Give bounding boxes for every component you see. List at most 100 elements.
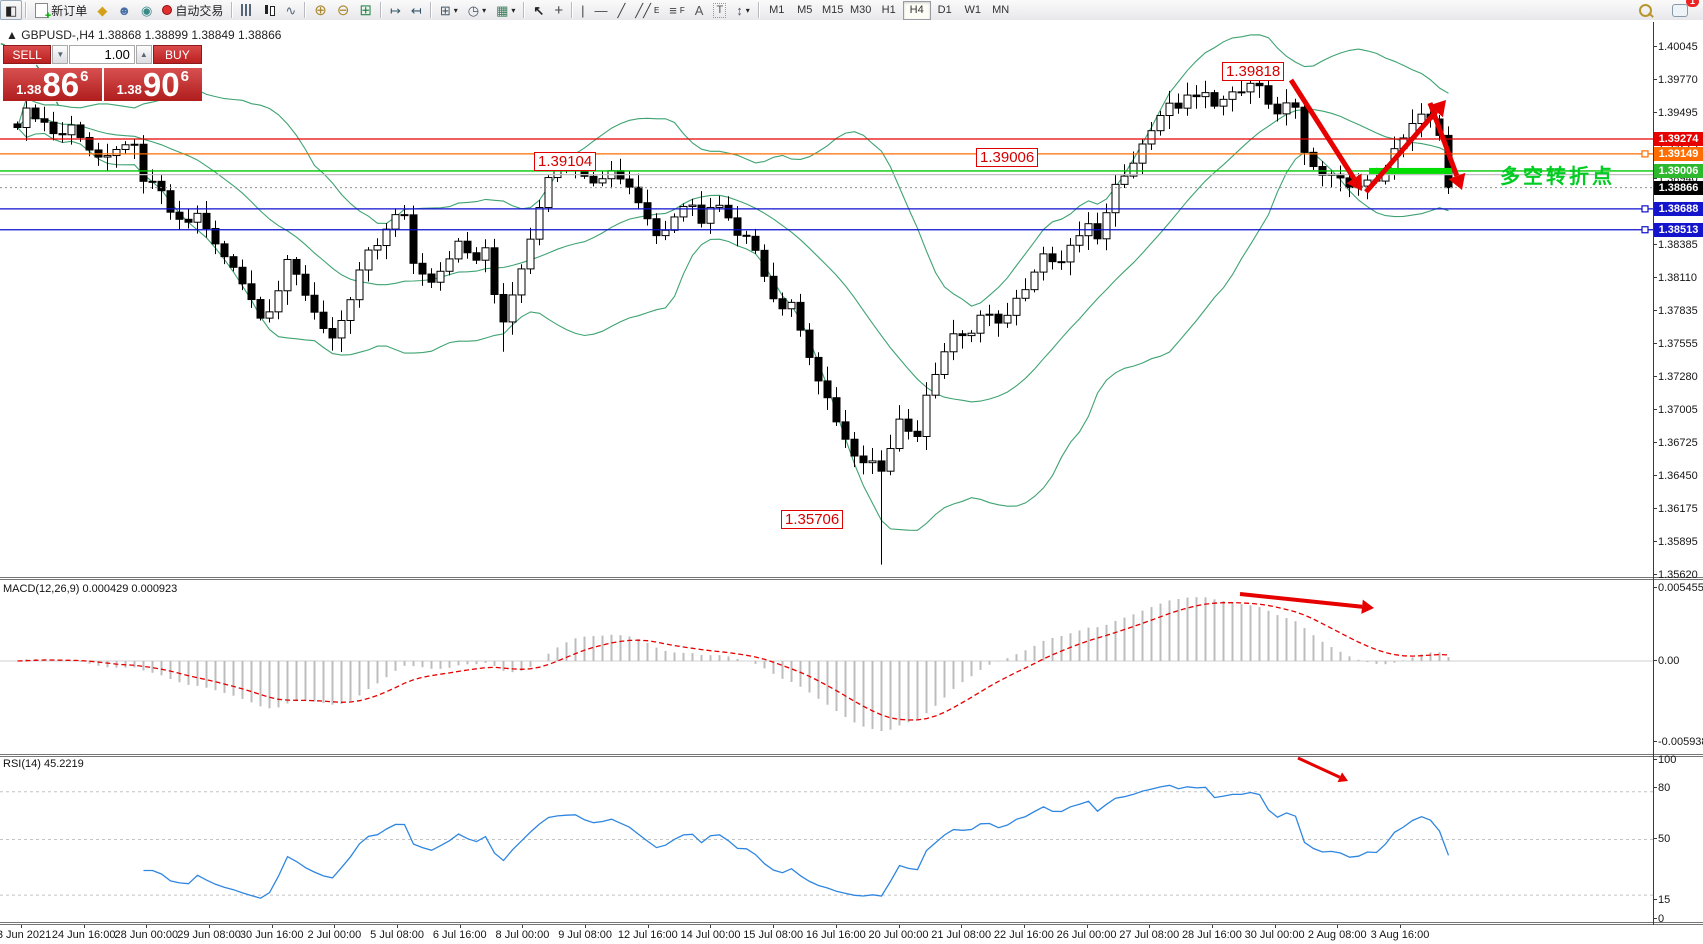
main-chart-pane[interactable] [0,22,1653,578]
crosshair-icon: + [554,1,564,19]
text-icon: A [694,2,704,18]
time-label: 20 Jul 00:00 [868,929,929,941]
text-label-icon: T [713,2,727,18]
pane-divider-main-macd[interactable] [0,577,1703,580]
zoom-in-button[interactable]: ⊕ [309,0,332,20]
volume-increase-button[interactable]: ▲ [135,45,152,64]
new-order-button[interactable]: 新订单 [30,0,92,22]
timeframe-button-m5[interactable]: M5 [797,4,813,16]
buy-price-big: 90 [142,66,180,103]
vertical-line-tool[interactable]: | [576,0,589,20]
macd-label: MACD(12,26,9) 0.000429 0.000923 [3,583,178,595]
price-tick: 1.36175 [1653,502,1698,515]
contacts-button[interactable]: ☻ [112,0,136,20]
timeframe-button-d1[interactable]: D1 [937,4,952,16]
timeframe-button-m15[interactable]: M15 [822,4,844,16]
horizontal-line-tool[interactable]: — [589,0,612,20]
line-chart-icon: ∿ [285,2,297,18]
timeframe-button-w1[interactable]: W1 [964,4,981,16]
clock-icon: ◷ [467,2,480,18]
pane-divider-rsi-timeaxis[interactable] [0,922,1703,925]
time-label: 5 Jul 08:00 [370,929,424,941]
tile-windows-button[interactable]: ⊞ [354,0,377,20]
price-tick: 1.37280 [1653,370,1698,383]
trend-arrow[interactable] [1427,102,1460,177]
price-level-badge: 1.38866 [1654,180,1703,195]
time-tick [898,925,900,928]
timeframe-button-h1[interactable]: H1 [881,4,896,16]
timeframe-button-m30[interactable]: M30 [850,4,872,16]
price-flag[interactable]: 1.35706 [781,510,844,529]
price-level-badge: 1.39149 [1654,146,1703,161]
price-tick: 1.35620 [1653,568,1698,581]
arrows-shapes-icon: ↕ [736,2,743,18]
price-flag[interactable]: 1.39006 [976,148,1039,167]
price-tick: 1.37005 [1653,403,1698,416]
time-label: 15 Jul 08:00 [743,929,804,941]
time-label: 29 Jun 08:00 [177,929,241,941]
price-level-badge: 1.39274 [1654,131,1703,146]
volume-input[interactable]: 1.00 [69,45,135,64]
volume-decrease-button[interactable]: ▼ [52,45,69,64]
rsi-pane[interactable] [0,757,1653,922]
pane-divider-macd-rsi[interactable] [0,754,1703,757]
label-tool[interactable]: T [708,0,731,20]
toolbar-separator [571,2,574,18]
timeframe-button-mn[interactable]: MN [992,4,1010,16]
notifications-button[interactable]: 1 [1667,0,1699,20]
macd-pane[interactable] [0,580,1653,754]
candles [13,72,1453,565]
rsi-axis-tick: 0 [1652,913,1665,925]
dropdown-arrow-icon: ▾ [745,5,750,15]
zoom-out-button[interactable]: ⊖ [332,0,355,20]
shapes-tool[interactable]: ↕ ▾ [731,0,755,20]
collapse-arrow-icon[interactable]: ▲ [6,28,18,42]
candlestick-icon [263,4,276,16]
auto-scroll-icon: ↤ [410,2,422,18]
vertical-line-icon: | [581,2,585,18]
trend-arrow[interactable] [1288,78,1357,180]
time-tick [710,925,712,928]
crosshair-tool-button[interactable]: + [549,0,568,20]
buy-price-panel[interactable]: 1.38 90 6 [103,66,202,103]
auto-trading-button[interactable]: 自动交易 [157,0,228,20]
channel-tool[interactable]: ╱╱ E [630,0,664,20]
profiles-button[interactable]: ◷ ▾ [463,0,491,20]
horizontal-line-icon: — [594,2,608,18]
cursor-tool-button[interactable]: ↖ [528,0,549,20]
auto-scroll-button[interactable]: ↤ [406,0,427,20]
chart-shift-button[interactable]: ↦ [385,0,406,20]
timeframe-button-m1[interactable]: M1 [769,4,785,16]
auto-trading-label: 自动交易 [175,3,224,18]
buy-button[interactable]: BUY [152,45,203,64]
deposit-button[interactable]: ◆ [92,0,112,20]
trend-arrow-head [1337,772,1348,783]
timeframe-toolbar: M1 M5 M15 M30 H1 H4 D1 W1 MN [763,0,1015,20]
text-tool[interactable]: A [690,0,709,20]
new-chart-button[interactable]: ⊞ ▾ [435,0,463,20]
trendline-tool[interactable]: ╱ [612,0,630,20]
timeframe-button-h4[interactable]: H4 [902,0,931,20]
trend-arrow[interactable] [1239,592,1363,609]
horizontal-lines[interactable] [0,138,1653,234]
templates-button[interactable]: ▦ ▾ [491,0,520,20]
search-button[interactable] [1634,0,1657,20]
candlestick-chart-button[interactable] [258,0,280,20]
person-icon: ☻ [117,2,131,18]
trend-arrow[interactable] [1364,109,1439,194]
support-highlight-bar[interactable] [1369,167,1452,174]
line-chart-button[interactable]: ∿ [280,0,301,20]
sell-button[interactable]: SELL [3,45,52,64]
price-flag[interactable]: 1.39104 [534,152,597,171]
signals-button[interactable]: ◉ [136,0,157,20]
trend-arrow[interactable] [1297,757,1341,779]
fibonacci-tool[interactable]: ≡ F [664,0,689,20]
price-flag[interactable]: 1.39818 [1222,62,1285,81]
time-label: 3 Aug 16:00 [1370,929,1430,941]
bar-chart-button[interactable] [236,0,258,20]
window-icon[interactable]: ◧ [0,0,23,20]
equidistant-channel-icon: ╱╱ [635,2,651,18]
rsi-axis-tick: 50 [1652,833,1671,845]
sell-price-panel[interactable]: 1.38 86 6 [3,68,102,101]
